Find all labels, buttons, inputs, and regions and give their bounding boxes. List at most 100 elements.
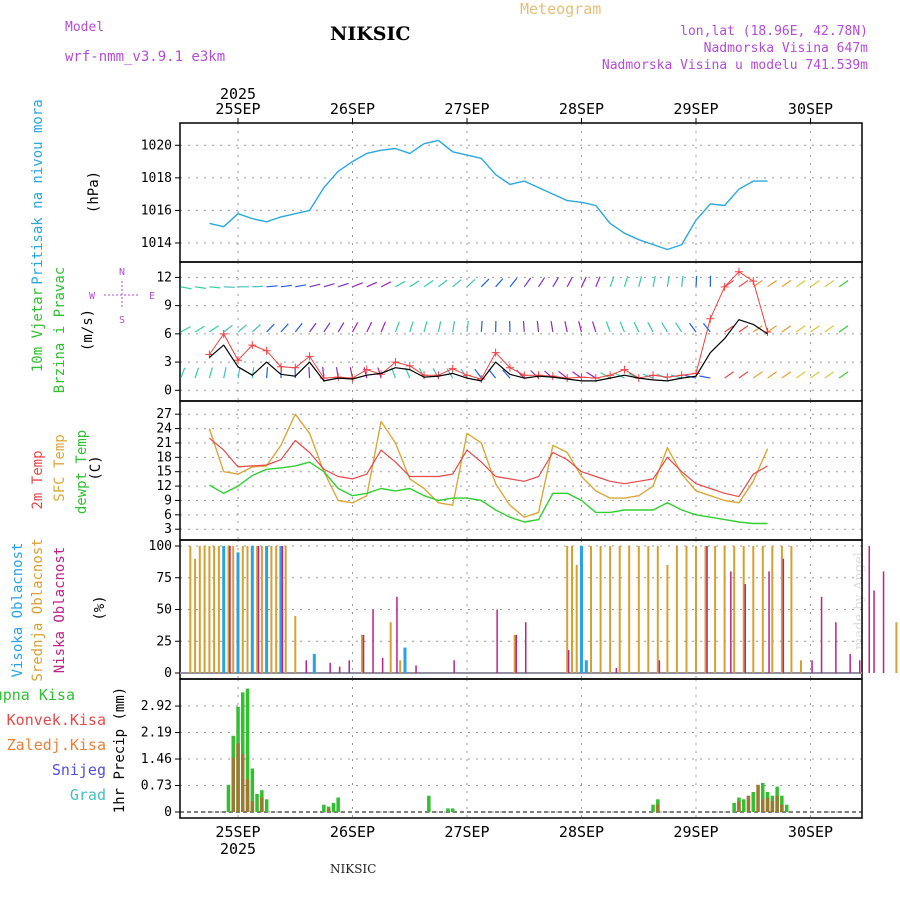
pressure-axis-unit: (hPa) [86,171,102,213]
pressure-line [209,139,768,251]
ytick-label-wind: 0 [164,383,172,398]
wind-direction-arrow [558,370,568,379]
mid-cloud-bar [771,546,774,673]
wind-direction-arrow [675,322,683,333]
top-day-label: 29SEP [673,100,718,118]
wind-gust-marker [262,346,271,355]
wind-direction-arrow [323,322,331,333]
wind-direction-arrow [591,321,597,333]
ytick-label-precip: 2.19 [141,726,172,741]
mid-cloud-bar [599,546,602,673]
mid-cloud-bar [780,546,783,673]
mid-cloud-bar [203,546,206,673]
total-precip-bar [784,804,789,812]
low-cloud-bar [744,584,746,673]
ytick-label-wind: 9 [164,299,172,314]
mid-cloud-bar [213,546,216,673]
ytick-label-pressure: 1014 [141,236,172,251]
mid-cloud-bar [628,546,631,673]
wind-direction-arrow [295,284,307,288]
low-cloud-bar [281,546,284,673]
bottom-day-label: 28SEP [559,823,604,841]
wind-direction-arrow [480,320,483,333]
low-cloud-bar [615,667,618,673]
wind-gust-marker [734,267,743,276]
wind-gust-marker [505,363,514,372]
wind-direction-arrow [781,371,792,379]
wind-direction-arrow [550,321,554,333]
wind-direction-arrow [452,321,456,333]
wind-gust-marker [534,371,543,380]
coordinates: lon,lat (18.96E, 42.78N) [680,24,868,39]
wind-gust-marker [405,361,414,370]
pressure-axis-title-text: Pritisak na nivou mora [30,99,46,284]
wind-direction-arrow [488,369,497,379]
high-cloud-bar [236,552,240,673]
mid-cloud-bar [571,546,573,673]
ytick-label-clouds: 0 [164,666,172,681]
wind-direction-arrow [380,321,386,333]
mid-cloud-axis-title: Srednja Oblacnost [30,538,46,681]
conv-precip-bar [746,795,751,812]
ytick-label-pressure: 1016 [141,203,172,218]
wind-gust-marker [219,329,228,338]
precip-axis-title-text: 1hr Precip (mm) [112,687,128,813]
total-precip-bar [226,784,231,812]
wind-direction-arrow [280,323,289,333]
wind-direction-arrow [438,279,448,288]
wind-direction-arrow [194,286,207,289]
wind-axis-unit-text: (m/s) [80,309,96,351]
wind-direction-arrow [523,277,532,288]
conv-precip-bar [656,804,660,812]
total-precip-bar [651,804,655,812]
mid-cloud-bar [227,546,230,673]
ytick-label-temperature: 27 [156,407,172,422]
sfc-axis-title: SFC Temp [52,434,68,501]
cloud-axis-unit: (%) [92,595,108,620]
wind-axis-subtitle-text: Brzina i Pravac [52,267,68,393]
wind-direction-arrow [223,367,227,379]
mid-cloud-bar [704,546,707,673]
mid-cloud-bar [189,546,192,673]
wind-direction-arrow [689,322,697,333]
mid-cloud-bar [256,546,259,673]
conv-precip-bar [245,779,250,812]
wind-direction-arrow [810,280,820,288]
dewpt-axis-title-text: dewpt Temp [74,430,90,514]
mid-cloud-bar [895,622,898,673]
high-cloud-bar [265,546,269,673]
mid-cloud-bar [270,546,273,673]
mid-cloud-bar [217,546,220,673]
bottom-day-label: 27SEP [444,823,489,841]
wind-direction-arrow [767,371,777,379]
mid-cloud-bar [695,546,697,673]
wind-direction-arrow [337,282,349,288]
low-cloud-bar [768,571,770,673]
high-cloud-bar [584,660,588,673]
ytick-label-precip: 2.92 [141,699,172,714]
ytick-label-precip: 0 [164,805,172,820]
total-precip-bar [450,808,455,812]
low-cloud-bar [873,590,875,673]
high-cloud-bar [279,546,283,673]
high-cloud-bar [312,654,316,673]
conv-precip-bar [250,801,255,812]
total-precip-bar [336,797,340,812]
wind-direction-arrow [395,280,406,288]
wind-direction-arrow [466,278,476,288]
high-cloud-bar [222,546,226,673]
low-cloud-bar [658,660,661,673]
bottom-year-label: 2025 [220,840,256,858]
panel-frame-pressure [179,122,863,263]
wind-direction-arrow [252,285,264,288]
mid-cloud-bar [742,546,745,673]
conv-precip-bar [260,797,264,812]
mid-cloud-bar [208,546,211,673]
wind-direction-arrow [502,369,511,379]
mid-cloud-bar [761,546,764,673]
wind-gust-marker [248,341,257,350]
low-cloud-axis-title-text: Niska Oblacnost [52,547,68,673]
low-cloud-bar [730,571,732,673]
high-cloud-bar [403,647,407,673]
precip-legend-item: Snijeg [52,761,106,779]
